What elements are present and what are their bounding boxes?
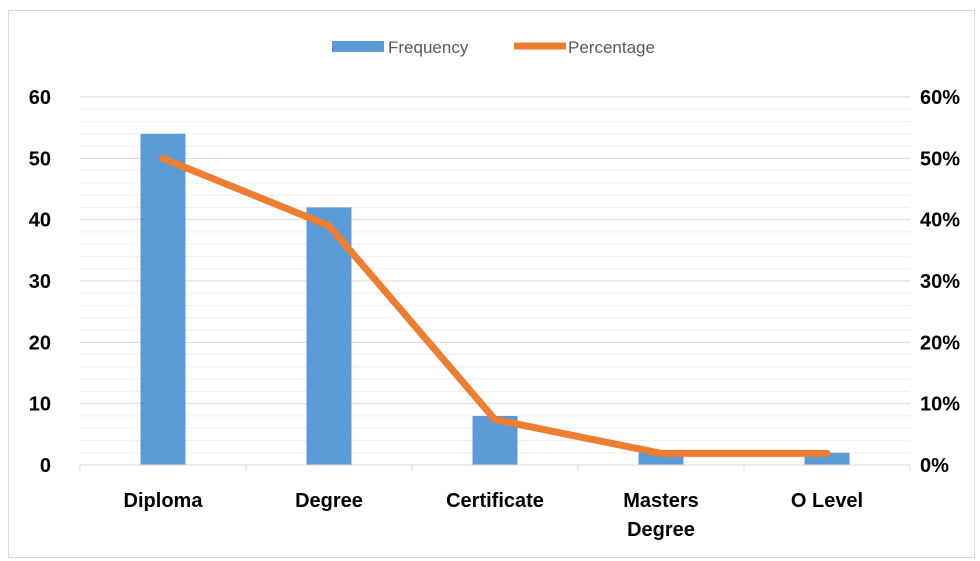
y-right-tick-label: 40%	[920, 210, 960, 232]
category-label: Diploma	[124, 490, 204, 512]
y-right-tick-label: 10%	[920, 394, 960, 416]
legend: Frequency Percentage	[332, 38, 655, 57]
category-label-line: Degree	[295, 490, 363, 512]
category-label-line: Masters	[623, 490, 699, 512]
y-left-tick-label: 0	[40, 455, 51, 477]
category-label: Degree	[295, 490, 363, 512]
frequency-bar	[306, 207, 352, 465]
category-label: O Level	[791, 490, 863, 512]
y-right-tick-label: 30%	[920, 271, 960, 293]
frequency-bar	[140, 133, 186, 466]
y-left-tick-label: 20	[29, 332, 51, 354]
category-label: Masters Degree	[623, 490, 699, 541]
y-right-tick-label: 50%	[920, 148, 960, 170]
percentage-line	[159, 154, 831, 457]
category-label: Certificate	[446, 490, 544, 512]
right-axis: 0% 10% 20% 30% 40% 50% 60%	[920, 87, 960, 477]
category-axis: Diploma Degree Certificate Masters Degree O L…	[79, 464, 911, 541]
gridlines	[80, 96, 910, 454]
y-left-tick-label: 40	[29, 210, 51, 232]
category-label-line: Certificate	[446, 490, 544, 512]
y-right-tick-label: 0%	[920, 455, 949, 477]
y-left-tick-label: 50	[29, 148, 51, 170]
left-axis: 0 10 20 30 40 50 60	[29, 87, 51, 477]
legend-swatch-frequency	[332, 41, 384, 52]
legend-label-frequency: Frequency	[388, 38, 469, 57]
y-left-tick-label: 10	[29, 394, 51, 416]
category-label-line: Diploma	[124, 490, 204, 512]
category-label-line: Degree	[627, 519, 695, 541]
y-right-tick-label: 20%	[920, 332, 960, 354]
legend-label-percentage: Percentage	[568, 38, 655, 57]
frequency-bars	[140, 133, 850, 466]
category-label-line: O Level	[791, 490, 863, 512]
y-left-tick-label: 60	[29, 87, 51, 109]
y-right-tick-label: 60%	[920, 87, 960, 109]
y-left-tick-label: 30	[29, 271, 51, 293]
